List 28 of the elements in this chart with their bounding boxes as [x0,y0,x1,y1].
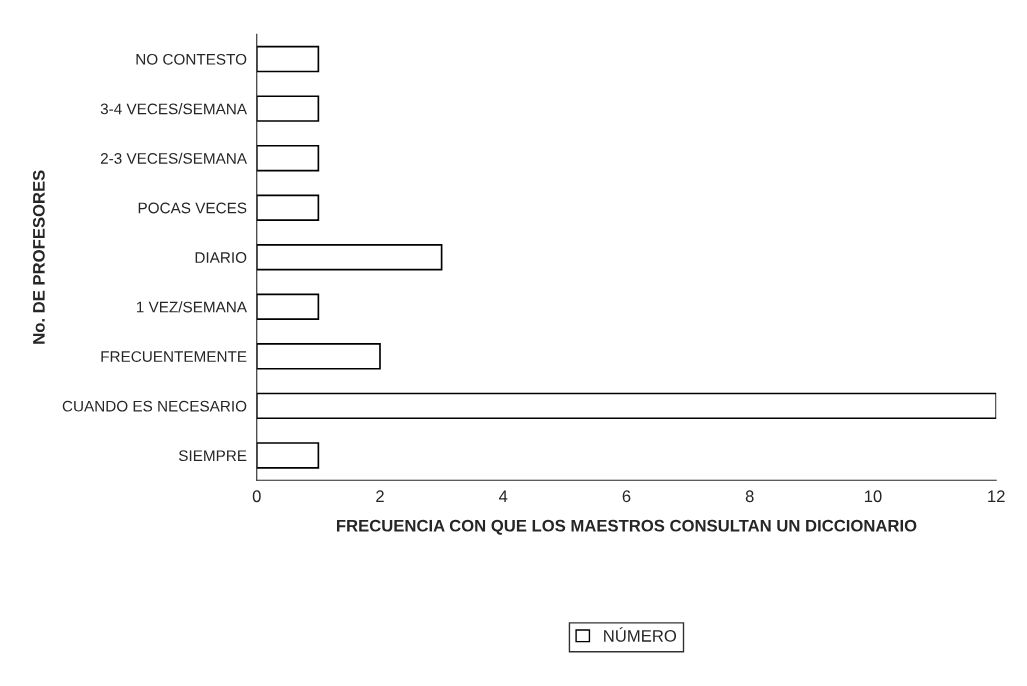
x-tick-label: 2 [376,490,384,502]
y-tick-label: NO CONTESTO [136,53,247,65]
x-tick-label: 10 [864,490,882,503]
y-tick-label: DIARIO [195,252,247,263]
bar [256,442,320,469]
x-axis-title: FRECUENCIA CON QUE LOS MAESTROS CONSULTAN UN DICCIONARIO [336,519,917,535]
legend-label: NÚMERO [604,627,677,642]
y-tick-label: CUANDO ES NECESARIO [62,400,247,412]
y-tick-label: 3-4 VECES/SEMANA [100,103,247,115]
y-tick-label: FRECUENTEMENTE [101,351,247,363]
bar [256,95,320,122]
bar [256,194,320,221]
bar [256,293,320,321]
y-tick-label: 1 VEZ/SEMANA [136,301,247,313]
bar [256,244,443,271]
x-tick-label: 6 [622,490,631,503]
bar [256,45,320,73]
bar [256,392,997,420]
x-tick-label: 12 [988,490,1005,502]
x-tick-label: 4 [498,490,508,502]
x-tick-label: 0 [252,490,261,503]
bar [256,144,320,172]
y-tick-label: SIEMPRE [178,450,247,462]
x-tick-label: 8 [745,490,754,503]
y-tick-label: 2-3 VECES/SEMANA [100,152,247,164]
bar [256,343,381,370]
y-axis-title: No. DE PROFESORES [32,170,45,344]
y-tick-label: POCAS VECES [138,202,247,214]
